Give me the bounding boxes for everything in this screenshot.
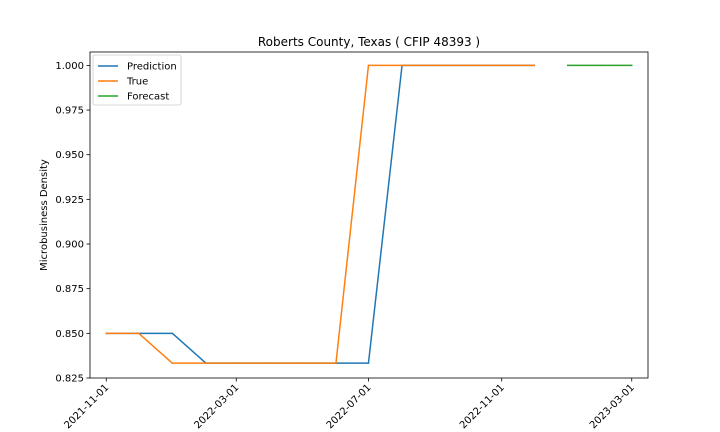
legend-label: True xyxy=(126,77,148,88)
y-tick-label: 0.850 xyxy=(55,329,84,340)
plot-frame xyxy=(89,51,649,379)
series-line-prediction xyxy=(105,64,535,364)
data-point-true xyxy=(367,64,370,67)
y-tick-label: 0.875 xyxy=(55,284,84,295)
legend-label: Forecast xyxy=(127,92,169,103)
data-point-true xyxy=(467,64,469,67)
data-point-prediction xyxy=(171,332,174,335)
y-tick-label: 0.950 xyxy=(55,150,84,161)
y-tick-label: 0.975 xyxy=(55,106,84,117)
x-tick-label: 2023-03-01 xyxy=(588,382,637,431)
legend-label: Prediction xyxy=(127,62,177,73)
data-point-true xyxy=(533,64,535,67)
x-tick-label: 2022-07-01 xyxy=(325,382,374,431)
legend: Prediction True Forecast xyxy=(92,54,182,106)
x-axis: 2021-11-01 2022-03-01 2022-07-01 2022-11-01… xyxy=(62,378,637,431)
x-tick-label: 2021-11-01 xyxy=(62,382,111,431)
data-point-true xyxy=(335,362,337,364)
data-point-true xyxy=(401,64,403,67)
data-point-forecast xyxy=(600,64,603,67)
x-tick-label: 2022-03-01 xyxy=(193,382,242,431)
data-point-true xyxy=(235,362,238,364)
data-point-true xyxy=(434,64,437,67)
data-point-forecast xyxy=(630,64,633,67)
data-point-true xyxy=(269,362,271,364)
data-point-true xyxy=(138,332,140,335)
y-axis-label: Microbusiness Density xyxy=(39,159,50,271)
y-axis: 0.825 0.850 0.875 0.900 0.925 0.950 0.975 1.000 xyxy=(55,61,90,385)
x-tick-label: 2022-11-01 xyxy=(458,382,507,431)
y-tick-label: 1.000 xyxy=(55,61,84,72)
series-line-true xyxy=(105,64,535,364)
data-point-true xyxy=(171,362,174,364)
data-point-true xyxy=(500,64,503,67)
legend-box xyxy=(92,54,182,106)
y-tick-label: 0.900 xyxy=(55,240,84,251)
data-point-true xyxy=(105,332,108,335)
data-point-true xyxy=(301,362,304,364)
data-point-true xyxy=(205,362,207,364)
plot-lines xyxy=(105,64,633,364)
y-tick-label: 0.825 xyxy=(55,374,84,385)
data-point-prediction xyxy=(367,362,370,364)
data-point-forecast xyxy=(567,64,569,67)
chart-title: Roberts County, Texas ( CFIP 48393 ) xyxy=(258,35,480,49)
y-tick-label: 0.925 xyxy=(55,195,84,206)
